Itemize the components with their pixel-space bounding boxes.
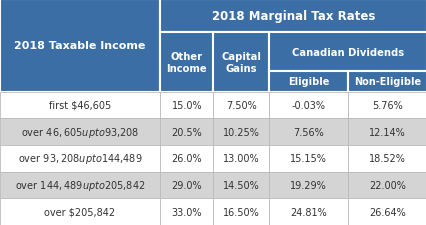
Text: 2018 Taxable Income: 2018 Taxable Income — [14, 41, 145, 51]
Text: 7.50%: 7.50% — [225, 101, 256, 110]
Text: 5.76%: 5.76% — [371, 101, 402, 110]
Bar — [160, 33, 213, 92]
Bar — [347, 172, 426, 198]
Bar — [0, 119, 160, 145]
Text: Capital
Gains: Capital Gains — [221, 52, 261, 73]
Bar — [268, 72, 347, 92]
Text: 19.29%: 19.29% — [289, 180, 326, 190]
Text: Other
Income: Other Income — [166, 52, 207, 73]
Bar — [0, 0, 160, 92]
Bar — [268, 198, 347, 225]
Bar — [347, 92, 426, 119]
Bar — [0, 198, 160, 225]
Text: 7.56%: 7.56% — [292, 127, 323, 137]
Text: 20.5%: 20.5% — [171, 127, 202, 137]
Text: 13.00%: 13.00% — [222, 154, 259, 164]
Bar — [0, 92, 160, 119]
Text: 26.64%: 26.64% — [368, 207, 405, 217]
Text: over $144,489 up to $205,842: over $144,489 up to $205,842 — [15, 178, 145, 192]
Text: 2018 Marginal Tax Rates: 2018 Marginal Tax Rates — [211, 10, 374, 23]
Bar — [160, 145, 213, 172]
Text: over $205,842: over $205,842 — [44, 207, 115, 217]
Bar — [213, 92, 268, 119]
Bar — [347, 119, 426, 145]
Bar — [213, 145, 268, 172]
Text: 15.15%: 15.15% — [289, 154, 326, 164]
Bar — [213, 33, 268, 92]
Text: over $93,208 up to $144,489: over $93,208 up to $144,489 — [18, 152, 142, 166]
Text: Non-Eligible: Non-Eligible — [353, 77, 420, 87]
Text: first $46,605: first $46,605 — [49, 101, 111, 110]
Bar — [160, 198, 213, 225]
Bar — [160, 0, 426, 33]
Bar — [213, 172, 268, 198]
Bar — [347, 72, 426, 92]
Bar — [347, 198, 426, 225]
Text: 12.14%: 12.14% — [368, 127, 405, 137]
Bar — [0, 172, 160, 198]
Text: 10.25%: 10.25% — [222, 127, 259, 137]
Bar — [268, 145, 347, 172]
Bar — [347, 145, 426, 172]
Text: 22.00%: 22.00% — [368, 180, 405, 190]
Text: 14.50%: 14.50% — [222, 180, 259, 190]
Text: Canadian Dividends: Canadian Dividends — [291, 47, 403, 57]
Bar — [213, 198, 268, 225]
Text: 33.0%: 33.0% — [171, 207, 201, 217]
Bar — [268, 33, 426, 72]
Bar — [213, 119, 268, 145]
Bar — [160, 119, 213, 145]
Text: 24.81%: 24.81% — [289, 207, 326, 217]
Text: 26.0%: 26.0% — [171, 154, 201, 164]
Text: 29.0%: 29.0% — [171, 180, 201, 190]
Bar — [160, 92, 213, 119]
Text: 15.0%: 15.0% — [171, 101, 201, 110]
Bar — [268, 119, 347, 145]
Bar — [0, 145, 160, 172]
Text: over $46,605 up to $93,208: over $46,605 up to $93,208 — [21, 125, 139, 139]
Bar — [268, 172, 347, 198]
Bar — [268, 92, 347, 119]
Text: Eligible: Eligible — [287, 77, 328, 87]
Text: -0.03%: -0.03% — [291, 101, 325, 110]
Text: 16.50%: 16.50% — [222, 207, 259, 217]
Text: 18.52%: 18.52% — [368, 154, 405, 164]
Bar — [160, 172, 213, 198]
